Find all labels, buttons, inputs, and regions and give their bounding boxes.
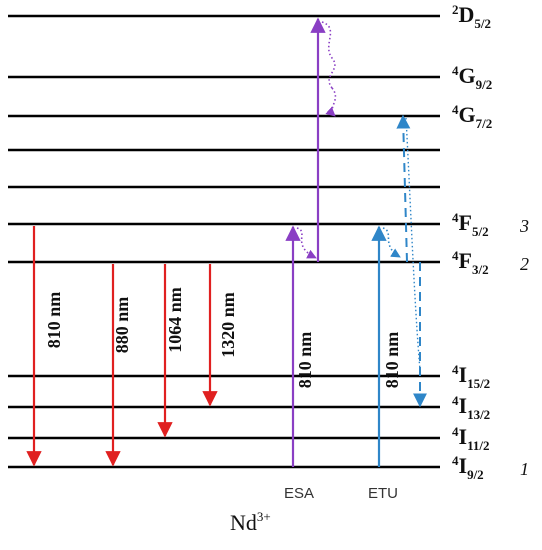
level-label-j: 15/2: [467, 376, 490, 391]
level-label-term: F: [459, 248, 472, 273]
etu-upconversion-arrow: [396, 114, 411, 263]
ion-label-base: Nd: [230, 510, 257, 535]
level-label-term: F: [459, 210, 472, 235]
level-label-4I132: 4I13/2: [452, 393, 490, 422]
level-label-multiplicity: 4: [452, 63, 459, 78]
etu-caption: ETU: [368, 485, 398, 502]
level-label-term: I: [459, 453, 468, 478]
level-label-4I112: 4I11/2: [452, 424, 489, 453]
esa-pump-label: 810 nm: [295, 332, 315, 389]
level-label-multiplicity: 2: [452, 2, 459, 17]
level-label-4F52: 4F5/2: [452, 210, 489, 239]
level-label-term: I: [459, 393, 468, 418]
emission-label-810-nm: 810 nm: [44, 292, 64, 349]
level-label-term: D: [459, 2, 475, 27]
level-label-j: 3/2: [472, 262, 489, 277]
level-label-4G72: 4G7/2: [452, 102, 492, 131]
level-label-multiplicity: 4: [452, 424, 459, 439]
esa-caption: ESA: [284, 485, 314, 502]
energy-levels: [8, 14, 440, 469]
level-label-j: 5/2: [474, 16, 491, 31]
emission-transitions: 810 nm 880 nm 1064 nm 1320 nm: [26, 226, 238, 467]
ion-label-charge: 3+: [257, 509, 271, 524]
level-label-multiplicity: 4: [452, 393, 459, 408]
etu-relaxation-g72-i152: [405, 117, 421, 371]
level-label-multiplicity: 4: [452, 210, 459, 225]
level-number-4I92: 1: [520, 459, 529, 479]
ion-label: Nd3+: [230, 509, 271, 535]
level-label-term: I: [459, 424, 468, 449]
level-label-multiplicity: 4: [452, 248, 459, 263]
level-label-j: 9/2: [476, 77, 493, 92]
level-label-j: 13/2: [467, 407, 490, 422]
esa-relaxation-f52-f32: [296, 227, 317, 259]
etu-pump-label: 810 nm: [382, 332, 402, 389]
esa-relaxation-g92-g72: [325, 87, 337, 117]
etu-process: 810 nm ETU: [368, 114, 427, 502]
level-number-4F52: 3: [519, 216, 529, 236]
level-label-4I92: 4I9/2: [452, 453, 484, 482]
esa-process: 810 nm ESA: [284, 17, 337, 502]
level-label-j: 9/2: [467, 467, 484, 482]
level-label-j: 7/2: [476, 116, 493, 131]
level-number-4F32: 2: [520, 254, 529, 274]
esa-relaxation-d52-g92: [321, 21, 336, 89]
level-label-j: 5/2: [472, 224, 489, 239]
level-label-4G92: 4G9/2: [452, 63, 492, 92]
level-label-multiplicity: 4: [452, 362, 459, 377]
level-label-multiplicity: 4: [452, 102, 459, 117]
level-label-term: G: [459, 63, 476, 88]
level-label-term: G: [459, 102, 476, 127]
level-label-term: I: [459, 362, 468, 387]
level-label-j: 11/2: [467, 438, 489, 453]
emission-label-1320-nm: 1320 nm: [218, 292, 238, 358]
level-label-multiplicity: 4: [452, 453, 459, 468]
level-label-4F32: 4F3/2: [452, 248, 489, 277]
etu-relaxation-f52-f32: [382, 227, 401, 258]
level-label-4I152: 4I15/2: [452, 362, 490, 391]
emission-label-1064-nm: 1064 nm: [165, 287, 185, 353]
level-label-2D52: 2D5/2: [452, 2, 491, 31]
emission-label-880-nm: 880 nm: [112, 297, 132, 354]
